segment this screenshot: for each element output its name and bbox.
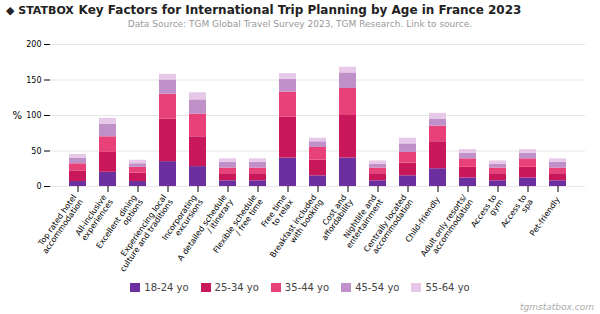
svg-text:Top rated hotelaccommodation: Top rated hotelaccommodation (34, 193, 85, 255)
svg-text:150: 150 (26, 76, 41, 85)
svg-text:50: 50 (31, 147, 41, 156)
svg-text:0: 0 (36, 182, 41, 191)
svg-text:Centrally locatedaccommodation: Centrally locatedaccommodation (362, 193, 415, 259)
svg-text:Flexible schedule/ free time: Flexible schedule/ free time (211, 193, 265, 259)
svg-text:Breakfast includedwith booking: Breakfast includedwith booking (268, 193, 325, 264)
svg-text:Adult only resorts/accommodati: Adult only resorts/accommodation (419, 193, 475, 263)
svg-text:Pet-friendly: Pet-friendly (528, 195, 562, 238)
svg-text:100: 100 (26, 111, 41, 120)
svg-text:Access tospa: Access tospa (499, 193, 535, 234)
svg-text:200: 200 (26, 40, 41, 49)
svg-text:Access togym: Access togym (469, 193, 505, 234)
svg-text:%: % (13, 110, 23, 121)
